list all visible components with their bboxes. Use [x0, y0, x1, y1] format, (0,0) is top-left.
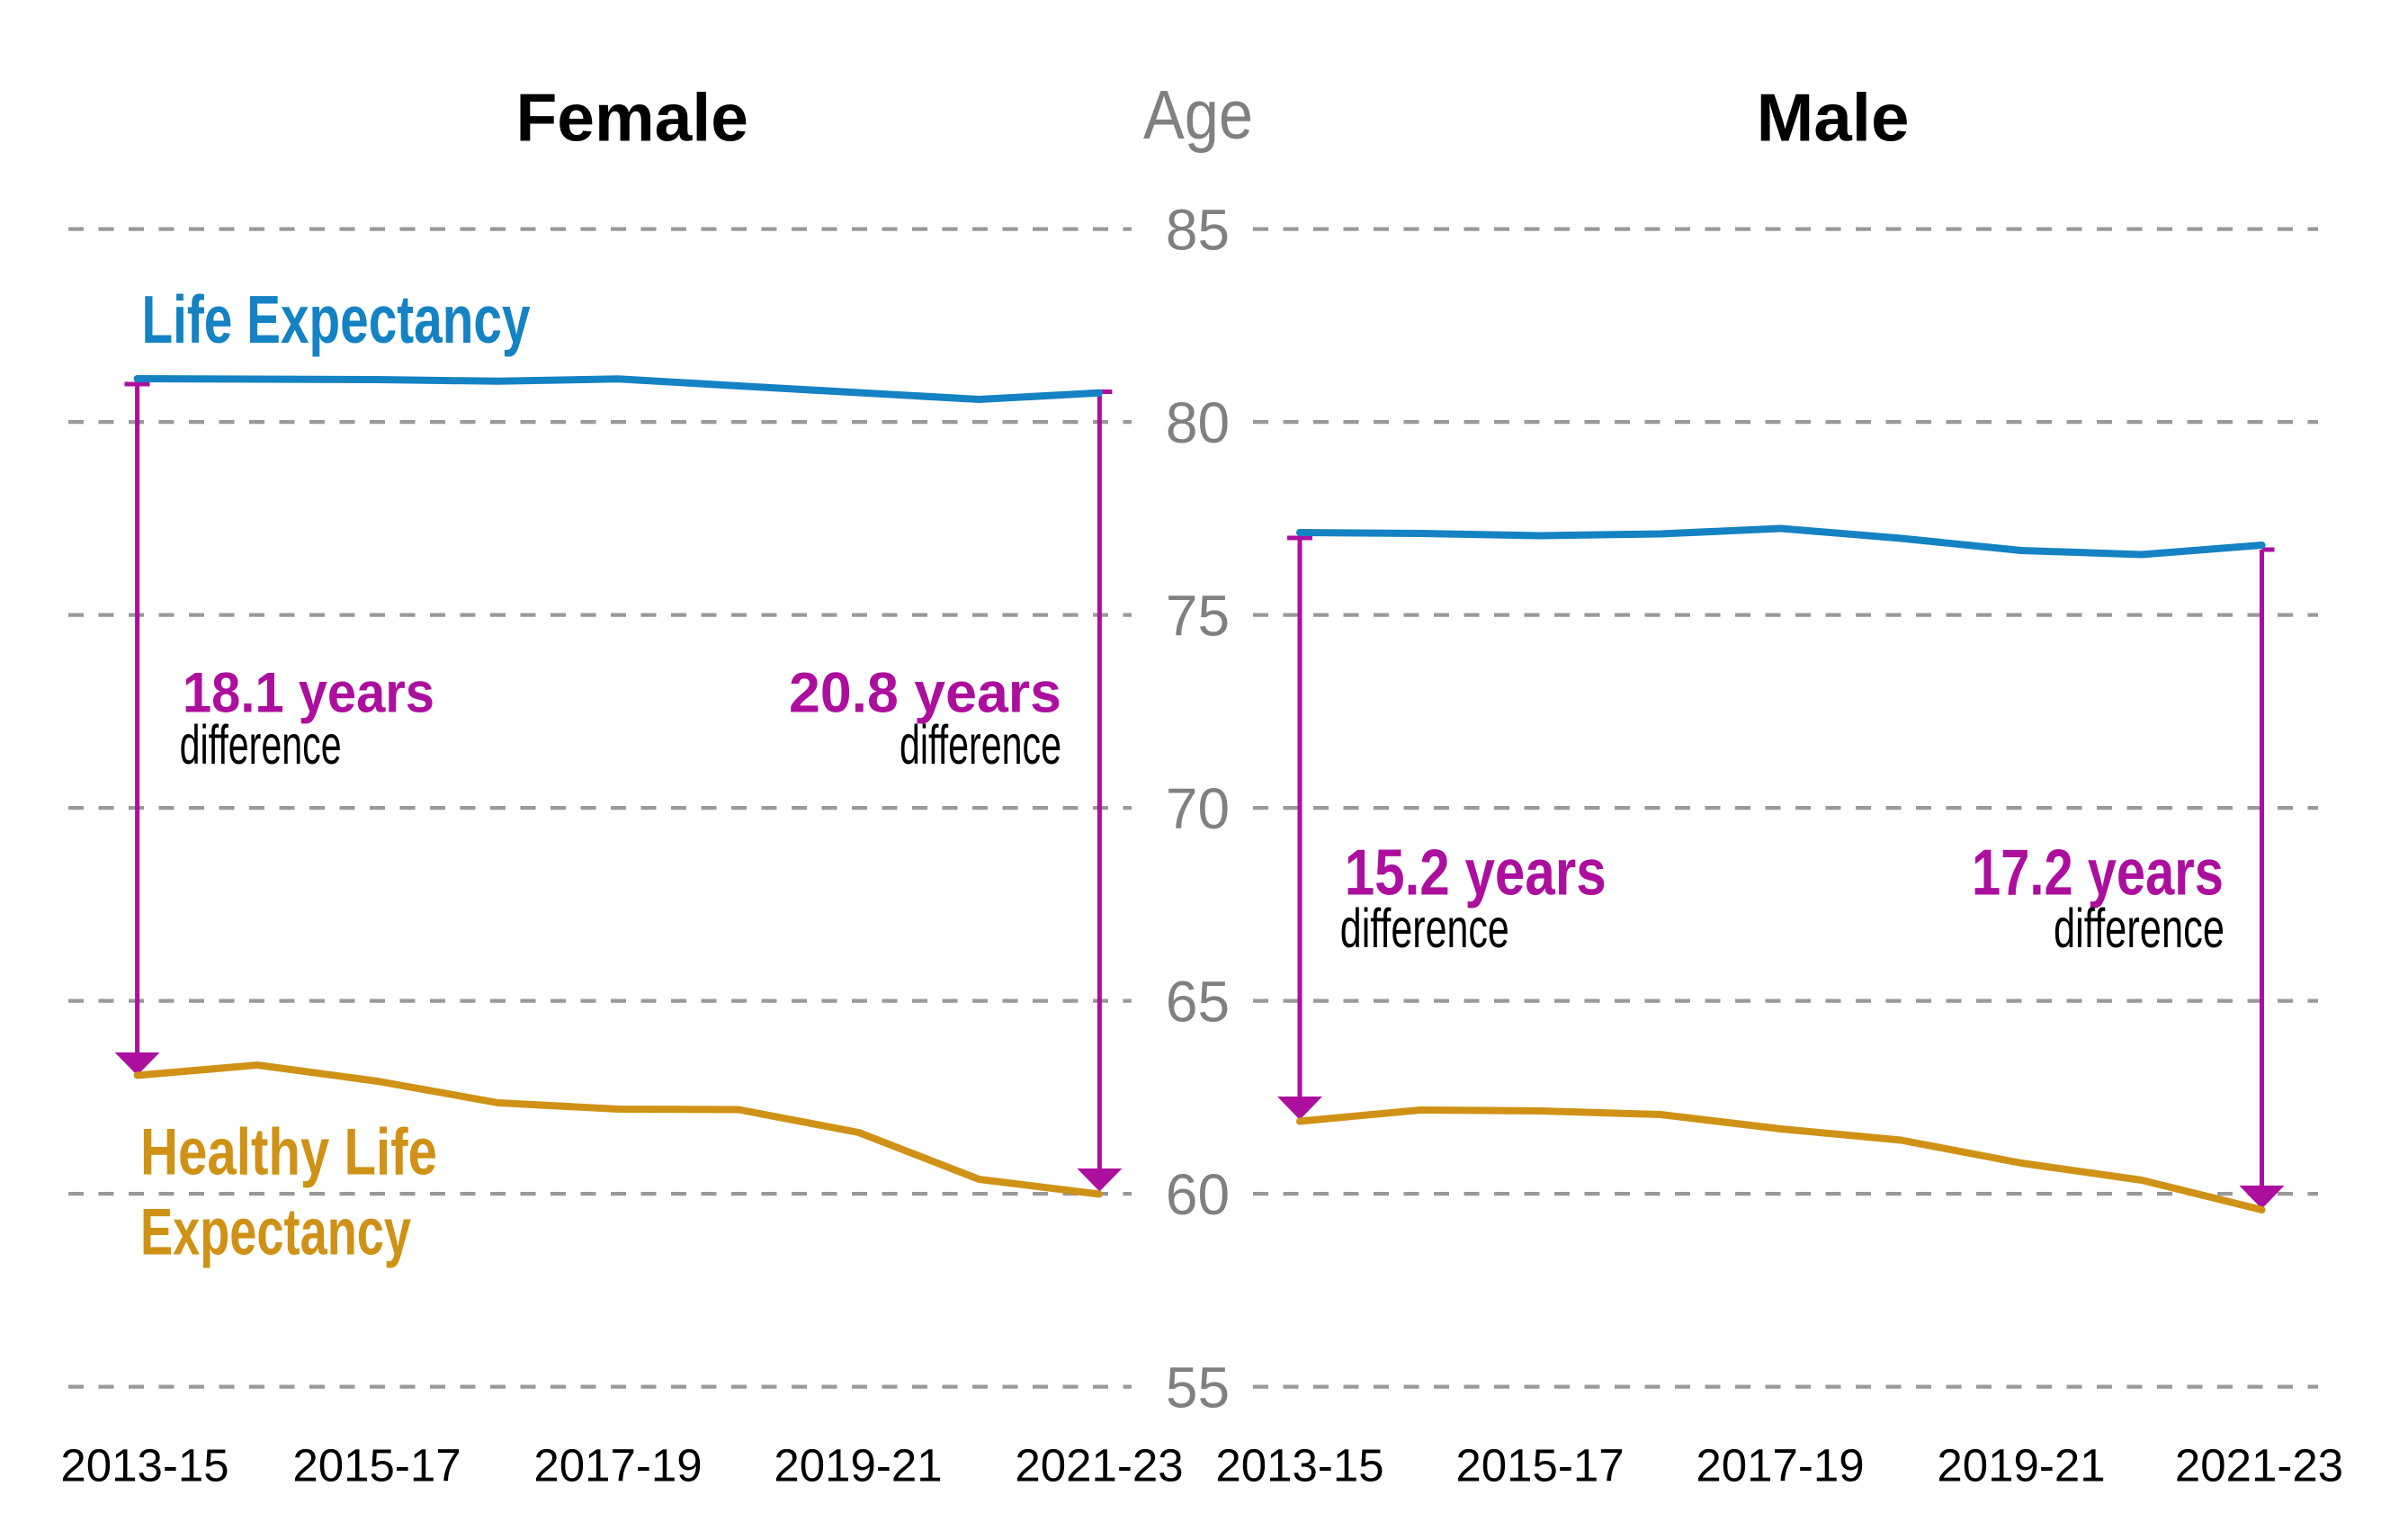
svg-text:18.1 years: 18.1 years [183, 662, 434, 725]
svg-text:2013-15: 2013-15 [60, 1440, 228, 1491]
svg-text:2019-21: 2019-21 [774, 1440, 942, 1491]
svg-text:2017-19: 2017-19 [533, 1440, 702, 1491]
svg-text:60: 60 [1166, 1162, 1230, 1227]
svg-text:Male: Male [1757, 79, 1910, 155]
svg-text:80: 80 [1166, 390, 1230, 455]
svg-text:65: 65 [1166, 970, 1230, 1034]
svg-text:Healthy Life: Healthy Life [140, 1115, 437, 1188]
svg-text:55: 55 [1166, 1356, 1230, 1420]
svg-text:difference: difference [180, 714, 342, 775]
svg-text:Life Expectancy: Life Expectancy [142, 282, 531, 357]
svg-text:Age: Age [1143, 76, 1253, 154]
svg-text:2021-23: 2021-23 [2175, 1440, 2343, 1491]
svg-text:2015-17: 2015-17 [292, 1440, 461, 1491]
svg-text:2017-19: 2017-19 [1696, 1440, 1864, 1491]
svg-text:2019-21: 2019-21 [1937, 1440, 2105, 1491]
svg-text:17.2 years: 17.2 years [1972, 837, 2224, 909]
svg-text:85: 85 [1166, 198, 1230, 263]
svg-text:Expectancy: Expectancy [140, 1195, 411, 1268]
svg-text:2015-17: 2015-17 [1455, 1440, 1624, 1491]
svg-text:2021-23: 2021-23 [1015, 1440, 1183, 1491]
svg-text:Female: Female [515, 79, 747, 155]
svg-text:15.2 years: 15.2 years [1345, 837, 1607, 909]
svg-text:2013-15: 2013-15 [1215, 1440, 1383, 1491]
svg-text:20.8 years: 20.8 years [789, 662, 1061, 725]
svg-text:75: 75 [1166, 584, 1230, 649]
svg-text:difference: difference [1340, 898, 1509, 959]
svg-text:70: 70 [1166, 776, 1230, 841]
svg-text:difference: difference [900, 714, 1061, 775]
svg-text:difference: difference [2054, 898, 2224, 959]
